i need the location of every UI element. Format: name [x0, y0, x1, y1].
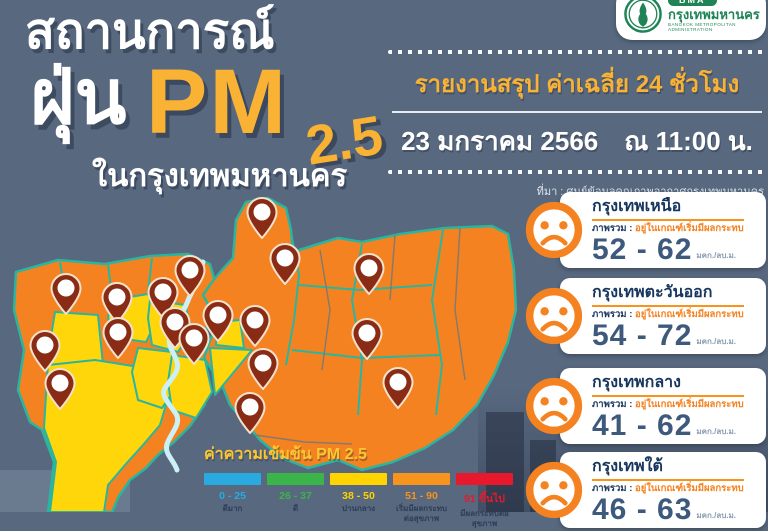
region-overview: ภาพรวม : อยู่ในเกณฑ์เริ่มมีผลกระทบ	[592, 222, 744, 234]
district-yellow	[209, 347, 253, 396]
legend-item: 26 - 37 ดี	[267, 473, 324, 528]
legend-label: ดี	[292, 504, 299, 513]
legend-color-bar	[204, 473, 261, 485]
legend-label: เริ่มมีผลกระทบต่อสุขภาพ	[396, 504, 447, 523]
legend-item: 0 - 25 ดีมาก	[204, 473, 261, 528]
legend-label: ดีมาก	[222, 504, 243, 513]
sad-face-icon	[525, 287, 583, 345]
legend-item: 38 - 50 ปานกลาง	[330, 473, 387, 528]
sad-face-icon	[525, 201, 583, 259]
bangkok-district-map	[12, 196, 518, 512]
dotted-divider	[388, 50, 766, 54]
title-subtitle: ในกรุงเทพมหานคร	[92, 158, 348, 193]
legend-range: 0 - 25	[219, 490, 246, 502]
region-range: 46 - 63 มคก./ลบ.ม.	[592, 493, 737, 527]
chao-phraya-river	[161, 259, 206, 473]
legend-range: 91 ขึ้นไป	[464, 493, 505, 505]
legend-range: 26 - 37	[279, 490, 312, 502]
sad-face-icon	[525, 377, 583, 435]
title-pm: PM	[146, 51, 288, 153]
bma-logo: BMA กรุงเทพมหานคร BANGKOK METROPOLITAN A…	[616, 0, 766, 40]
report-date: 23 มกราคม 2566	[401, 126, 599, 156]
region-name: กรุงเทพใต้	[592, 458, 663, 475]
bma-name-th: กรุงเทพมหานคร	[668, 7, 760, 23]
legend-color-bar	[456, 473, 513, 485]
region-card-south: กรุงเทพใต้ ภาพรวม : อยู่ในเกณฑ์เริ่มมีผล…	[525, 452, 766, 528]
legend-item: 51 - 90 เริ่มมีผลกระทบต่อสุขภาพ	[393, 473, 450, 528]
poster-title: สถานการณ์ ฝุ่น PM 2.5 ในกรุงเทพมหานคร	[0, 0, 430, 215]
legend-range: 51 - 90	[405, 490, 438, 502]
region-range: 52 - 62 มคก./ลบ.ม.	[592, 233, 737, 267]
card-divider	[592, 478, 744, 481]
region-range: 41 - 62 มคก./ลบ.ม.	[592, 409, 737, 443]
report-title: รายงานสรุป ค่าเฉลี่ย 24 ชั่วโมง	[414, 71, 740, 98]
region-overview: ภาพรวม : อยู่ในเกณฑ์เริ่มมีผลกระทบ	[592, 308, 744, 320]
legend-title: ค่าความเข้มข้น PM 2.5	[204, 446, 367, 463]
dotted-divider	[388, 170, 766, 174]
pm25-legend: ค่าความเข้มข้น PM 2.5 0 - 25 ดีมาก 26 - …	[204, 442, 520, 528]
report-header: รายงานสรุป ค่าเฉลี่ย 24 ชั่วโมง 23 มกราค…	[388, 50, 766, 200]
region-name: กรุงเทพเหนือ	[592, 198, 682, 215]
region-card-north: กรุงเทพเหนือ ภาพรวม : อยู่ในเกณฑ์เริ่มมี…	[525, 192, 766, 268]
card-divider	[592, 394, 744, 397]
building-silhouette	[486, 412, 524, 512]
title-dust-word: ฝุ่น	[30, 55, 127, 140]
card-divider	[592, 304, 744, 307]
legend-item: 91 ขึ้นไป มีผลกระทบต่อสุขภาพ	[456, 473, 513, 528]
solid-divider	[392, 111, 762, 113]
region-range: 54 - 72 มคก./ลบ.ม.	[592, 319, 737, 353]
legend-label: ปานกลาง	[341, 504, 376, 513]
sad-face-icon	[525, 461, 583, 519]
region-overview: ภาพรวม : อยู่ในเกณฑ์เริ่มมีผลกระทบ	[592, 398, 744, 410]
bma-abbr: BMA	[668, 0, 717, 7]
card-divider	[592, 218, 744, 221]
region-name: กรุงเทพกลาง	[592, 374, 681, 391]
legend-color-bar	[393, 473, 450, 485]
legend-range: 38 - 50	[342, 490, 375, 502]
report-time: ณ 11:00 น.	[624, 126, 753, 156]
region-card-east: กรุงเทพตะวันออก ภาพรวม : อยู่ในเกณฑ์เริ่…	[525, 278, 766, 354]
region-name: กรุงเทพตะวันออก	[592, 284, 713, 301]
legend-color-bar	[267, 473, 324, 485]
title-line1: สถานการณ์	[25, 5, 275, 59]
legend-color-bar	[330, 473, 387, 485]
bma-name-en: BANGKOK METROPOLITAN ADMINISTRATION	[668, 22, 736, 32]
report-datetime: 23 มกราคม 2566 ณ 11:00 น.	[388, 121, 766, 162]
region-card-central: กรุงเทพกลาง ภาพรวม : อยู่ในเกณฑ์เริ่มมีผ…	[525, 368, 766, 444]
bma-emblem-icon	[624, 0, 662, 33]
region-overview: ภาพรวม : อยู่ในเกณฑ์เริ่มมีผลกระทบ	[592, 482, 744, 494]
